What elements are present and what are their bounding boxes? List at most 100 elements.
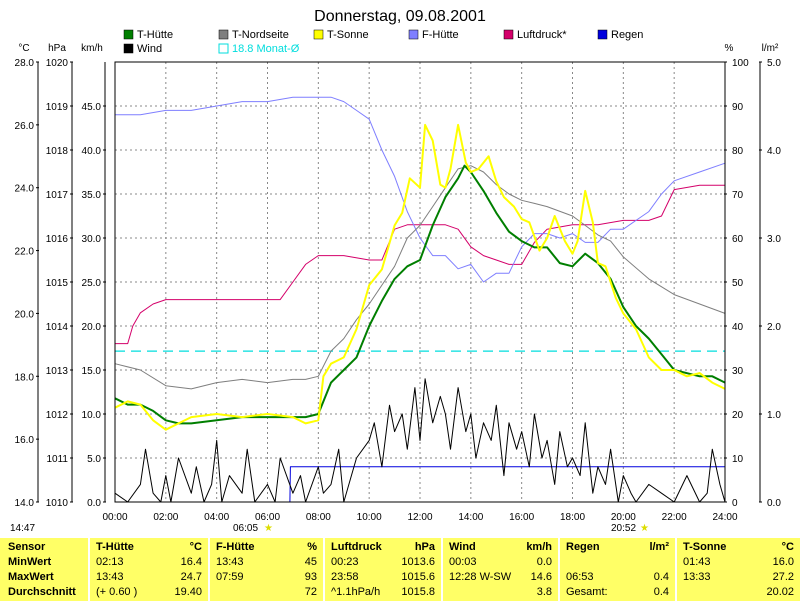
pressure-tick-label: 1012 xyxy=(46,410,69,421)
stats-value: 1015.6 xyxy=(401,571,435,583)
stats-header-label: Luftdruck xyxy=(331,541,382,553)
stats-value: 27.2 xyxy=(772,571,794,583)
legend-swatch-18-8-monat xyxy=(218,43,229,54)
humidity-tick-label: 80 xyxy=(732,146,744,157)
stats-value-row: (+ 0.60 ) 19.40 xyxy=(90,585,208,600)
stats-header-row: F-Hütte% xyxy=(210,540,323,555)
stats-panel-luftdruck: Luftdruck hPa 00:23 1013.6 23:58 1015.6 ^1.1hP… xyxy=(325,538,441,601)
pressure-tick-label: 1020 xyxy=(46,58,69,69)
pressure-tick-label: 1019 xyxy=(46,102,69,113)
x-tick-label: 22:00 xyxy=(662,512,687,523)
humidity-tick-label: 50 xyxy=(732,278,744,289)
stats-value: 16.4 xyxy=(180,556,202,568)
stats-value-label: 00:03 xyxy=(449,556,477,568)
rain-tick-label: 2.0 xyxy=(767,322,781,333)
stats-value-row: 06:53 0.4 xyxy=(560,570,675,585)
rain-unit-label: l/m² xyxy=(762,43,779,54)
humidity-tick-label: 0 xyxy=(732,498,738,509)
stats-header-unit: hPa xyxy=(414,541,435,553)
stats-row-label-text: Sensor xyxy=(8,541,46,553)
legend-swatch-t-h-tte xyxy=(123,29,134,40)
stats-value: 19.40 xyxy=(174,586,202,598)
series-layer xyxy=(114,96,726,503)
series-luftdruck xyxy=(115,184,725,345)
legend-label-t-sonne: T-Sonne xyxy=(327,29,369,41)
x-tick-label: 08:00 xyxy=(306,512,331,523)
x-tick-label: 20:00 xyxy=(611,512,636,523)
stats-header-row: Luftdruck hPa xyxy=(325,540,441,555)
legend-label-t-h-tte: T-Hütte xyxy=(137,29,173,41)
pressure-tick-label: 1014 xyxy=(46,322,69,333)
stats-value-row xyxy=(560,555,675,570)
stats-row-label: MinWert xyxy=(0,555,88,570)
stats-header-row: T-Hütte °C xyxy=(90,540,208,555)
temp-tick-label: 20.0 xyxy=(15,309,35,320)
stats-value-row: 13:43 45 xyxy=(210,555,323,570)
humidity-tick-label: 30 xyxy=(732,366,744,377)
stats-panel-wind: Wind km/h 00:03 0.0 12:28 W-SW 14.6 3.8 xyxy=(443,538,558,601)
rain-tick-label: 4.0 xyxy=(767,146,781,157)
humidity-unit-label: % xyxy=(725,43,734,54)
stats-header-unit: °C xyxy=(189,541,202,553)
corner-labels: 14:47 06:05 ★ 20:52 ★ xyxy=(10,523,649,534)
x-tick-label: 16:00 xyxy=(509,512,534,523)
series-t-nordseite xyxy=(114,165,726,390)
humidity-tick-label: 70 xyxy=(732,190,744,201)
x-tick-label: 02:00 xyxy=(153,512,178,523)
stats-header-row: T-Sonne °C xyxy=(677,540,800,555)
stats-value: 20.02 xyxy=(766,586,794,598)
stats-value-row: 00:23 1013.6 xyxy=(325,555,441,570)
statistics-table: Sensor MinWert MaxWert Durchschnitt T-Hütte °… xyxy=(0,538,800,601)
humidity-tick-label: 90 xyxy=(732,102,744,113)
stats-value: 0.4 xyxy=(653,586,669,598)
stats-value-label: ^1.1hPa/h xyxy=(331,586,381,598)
stats-value: 72 xyxy=(304,586,317,598)
tick-labels: 14.0 16.0 18.0 20.0 22.0 24.0 26.0 28.0 1010 1011… xyxy=(15,58,782,523)
stats-value-label: 07:59 xyxy=(216,571,244,583)
stats-value-row: 20.02 xyxy=(677,585,800,600)
pressure-tick-label: 1015 xyxy=(46,278,69,289)
temp-tick-label: 18.0 xyxy=(15,372,35,383)
humidity-tick-label: 60 xyxy=(732,234,744,245)
rain-tick-label: 0.0 xyxy=(767,498,781,509)
stats-value-row: 07:59 93 xyxy=(210,570,323,585)
current-time-label: 14:47 xyxy=(10,523,35,534)
stats-header-label: T-Sonne xyxy=(683,541,727,553)
stats-value-row: Gesamt: 0.4 xyxy=(560,585,675,600)
wind-tick-label: 25.0 xyxy=(82,278,102,289)
stats-header-label: Wind xyxy=(449,541,476,553)
stats-header-label: F-Hütte xyxy=(216,541,255,553)
humidity-tick-label: 10 xyxy=(732,454,744,465)
stats-value-label: 12:28 W-SW xyxy=(449,571,512,583)
stats-value: 16.0 xyxy=(772,556,794,568)
pressure-unit-label: hPa xyxy=(48,43,66,54)
stats-value-row: 23:58 1015.6 xyxy=(325,570,441,585)
x-tick-label: 00:00 xyxy=(102,512,127,523)
stats-header-unit: % xyxy=(307,541,317,553)
stats-value-row: 01:43 16.0 xyxy=(677,555,800,570)
stats-value-row: 72 xyxy=(210,585,323,600)
stats-value: 0.4 xyxy=(653,571,669,583)
stats-panel-f-h-tte: F-Hütte% 13:43 45 07:59 93 72 xyxy=(210,538,323,601)
wind-tick-label: 5.0 xyxy=(87,454,101,465)
temp-tick-label: 16.0 xyxy=(15,435,35,446)
humidity-tick-label: 40 xyxy=(732,322,744,333)
sunrise-marker-icon: ★ xyxy=(264,523,273,534)
x-tick-label: 04:00 xyxy=(204,512,229,523)
humidity-tick-label: 20 xyxy=(732,410,744,421)
stats-value-row: 13:33 27.2 xyxy=(677,570,800,585)
stats-value: 1013.6 xyxy=(401,556,435,568)
series-f-h-tte xyxy=(115,96,726,283)
stats-value-row: 13:43 24.7 xyxy=(90,570,208,585)
legend-swatch-t-nordseite xyxy=(218,29,229,40)
stats-value-row: ^1.1hPa/h 1015.8 xyxy=(325,585,441,600)
pressure-tick-label: 1010 xyxy=(46,498,69,509)
x-tick-label: 24:00 xyxy=(712,512,737,523)
temp-tick-label: 22.0 xyxy=(15,247,35,258)
pressure-tick-label: 1013 xyxy=(46,366,69,377)
wind-unit-label: km/h xyxy=(81,43,103,54)
temp-tick-label: 14.0 xyxy=(15,498,35,509)
stats-value-row: 00:03 0.0 xyxy=(443,555,558,570)
stats-value-label: 23:58 xyxy=(331,571,359,583)
legend-swatch-wind xyxy=(123,43,134,54)
